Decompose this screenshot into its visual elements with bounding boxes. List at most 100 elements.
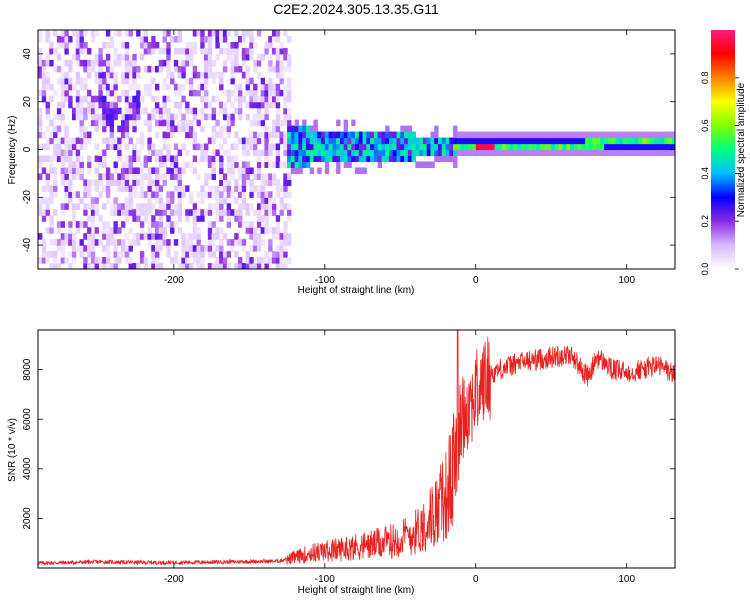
heatmap-cell (83, 143, 88, 151)
heatmap-cell (445, 155, 450, 163)
heatmap-cell (256, 149, 262, 157)
heatmap-cell (264, 221, 269, 228)
heatmap-cell (56, 53, 62, 61)
heatmap-cell (83, 83, 88, 91)
heatmap-cell (441, 155, 447, 163)
heatmap-cell (321, 155, 326, 163)
heatmap-cell (336, 149, 341, 157)
heatmap-cell (121, 41, 126, 49)
heatmap-cell (105, 257, 111, 264)
heatmap-cell (83, 41, 88, 49)
heatmap-cell (68, 221, 73, 228)
heatmap-cell (317, 155, 322, 163)
heatmap-cell (505, 137, 511, 145)
heatmap-cell (166, 95, 171, 103)
heatmap-cell (124, 167, 130, 174)
heatmap-cell (128, 257, 133, 264)
heatmap-cell (154, 119, 160, 127)
heatmap-cell (215, 233, 220, 240)
heatmap-cell (249, 95, 254, 103)
heatmap-cell (185, 77, 190, 85)
heatmap-cell (170, 155, 175, 163)
heatmap-cell (170, 197, 175, 204)
heatmap-cell (207, 137, 213, 145)
heatmap-cell (207, 185, 213, 192)
heatmap-cell (630, 137, 635, 145)
heatmap-cell (151, 263, 156, 269)
heatmap-cell (71, 30, 77, 37)
heatmap-cell (71, 233, 77, 240)
heatmap-cell (113, 137, 118, 145)
heatmap-cell (230, 47, 235, 55)
heatmap-cell (494, 149, 499, 157)
heatmap-cell (128, 107, 133, 115)
heatmap-cell (181, 59, 186, 67)
heatmap-cell (71, 203, 77, 210)
heatmap-cell (207, 59, 213, 67)
heatmap-cell (275, 113, 281, 121)
heatmap-cell (419, 143, 424, 151)
heatmap-cell (132, 143, 137, 151)
heatmap-cell (158, 221, 164, 228)
heatmap-cell (200, 143, 205, 151)
heatmap-cell (305, 155, 311, 163)
heatmap-cell (38, 119, 43, 127)
heatmap-cell (279, 41, 284, 49)
heatmap-cell (396, 155, 401, 163)
heatmap-cell (407, 125, 413, 133)
heatmap-cell (268, 239, 273, 246)
heatmap-cell (170, 191, 175, 198)
heatmap-cell (377, 161, 383, 169)
heatmap-cell (271, 125, 277, 133)
heatmap-cell (475, 137, 481, 145)
heatmap-cell (75, 107, 81, 115)
heatmap-cell (188, 125, 194, 133)
heatmap-cell (215, 203, 220, 210)
heatmap-cell (287, 173, 292, 180)
heatmap-cell (275, 83, 281, 91)
heatmap-cell (200, 185, 205, 192)
heatmap-cell (456, 137, 462, 145)
heatmap-cell (87, 227, 92, 234)
heatmap-cell (238, 185, 243, 192)
heatmap-cell (98, 239, 103, 246)
heatmap-cell (166, 47, 171, 55)
heatmap-cell (158, 263, 164, 269)
heatmap-cell (136, 71, 141, 79)
heatmap-cell (45, 257, 50, 264)
heatmap-cell (234, 179, 239, 186)
heatmap-cell (287, 119, 292, 127)
heatmap-cell (60, 101, 66, 109)
heatmap-cell (124, 77, 130, 85)
heatmap-cell (275, 65, 281, 73)
heatmap-cell (505, 143, 511, 151)
heatmap-cell (502, 131, 507, 139)
heatmap-cell (38, 125, 43, 133)
heatmap-cell (102, 101, 107, 109)
heatmap-cell (513, 137, 518, 145)
heatmap-cell (105, 107, 111, 115)
heatmap-cell (170, 125, 175, 133)
heatmap-cell (75, 95, 81, 103)
heatmap-cell (592, 149, 598, 157)
heatmap-cell (132, 113, 137, 121)
heatmap-cell (87, 71, 92, 79)
heatmap-cell (162, 47, 167, 55)
heatmap-cell (124, 245, 130, 252)
heatmap-cell (143, 89, 149, 97)
heatmap-cell (468, 131, 473, 139)
heatmap-cell (64, 173, 69, 180)
heatmap-cell (400, 149, 405, 157)
heatmap-cell (487, 149, 492, 157)
heatmap-cell (453, 161, 458, 169)
heatmap-cell (260, 203, 266, 210)
heatmap-cell (566, 131, 571, 139)
heatmap-cell (305, 137, 311, 145)
heatmap-cell (411, 131, 416, 139)
heatmap-cell (279, 203, 284, 210)
heatmap-cell (343, 125, 349, 133)
heatmap-cell (173, 209, 179, 216)
heatmap-cell (453, 143, 458, 151)
heatmap-cell (290, 125, 296, 133)
heatmap-cell (211, 77, 216, 85)
